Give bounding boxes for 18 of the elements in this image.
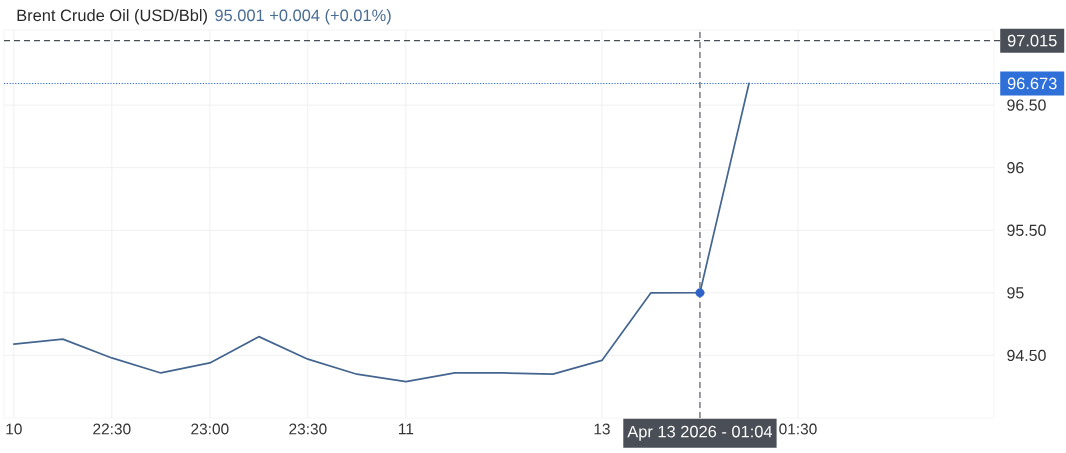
line-series [12,82,750,383]
y-tick-label: 95 [1007,287,1024,299]
x-tick-label: 23:30 [289,423,327,435]
x-tick-label: Apr 13 2026 - 01:04 [627,425,773,441]
ref-line-label: 97.015 [1007,34,1057,47]
chart-title: Brent Crude Oil (USD/Bbl) [17,9,207,25]
x-tick-label: 10 [6,423,22,435]
ref-line-label: 96.673 [1007,77,1057,90]
x-tick-label: 22:30 [93,423,131,435]
x-tick-label: 23:00 [191,423,229,435]
y-tick-label: 96 [1007,162,1024,174]
y-tick-label: 94.50 [1007,349,1046,362]
y-tick-label: 95.50 [1007,224,1046,236]
x-tick-label: 13 [594,423,610,435]
x-tick-label: 11 [399,423,414,435]
y-tick-label: 96.50 [1007,99,1046,111]
chart-subtitle: 95.001 +0.004 (+0.01%) [215,9,391,25]
x-tick-label: 01:30 [779,423,817,435]
